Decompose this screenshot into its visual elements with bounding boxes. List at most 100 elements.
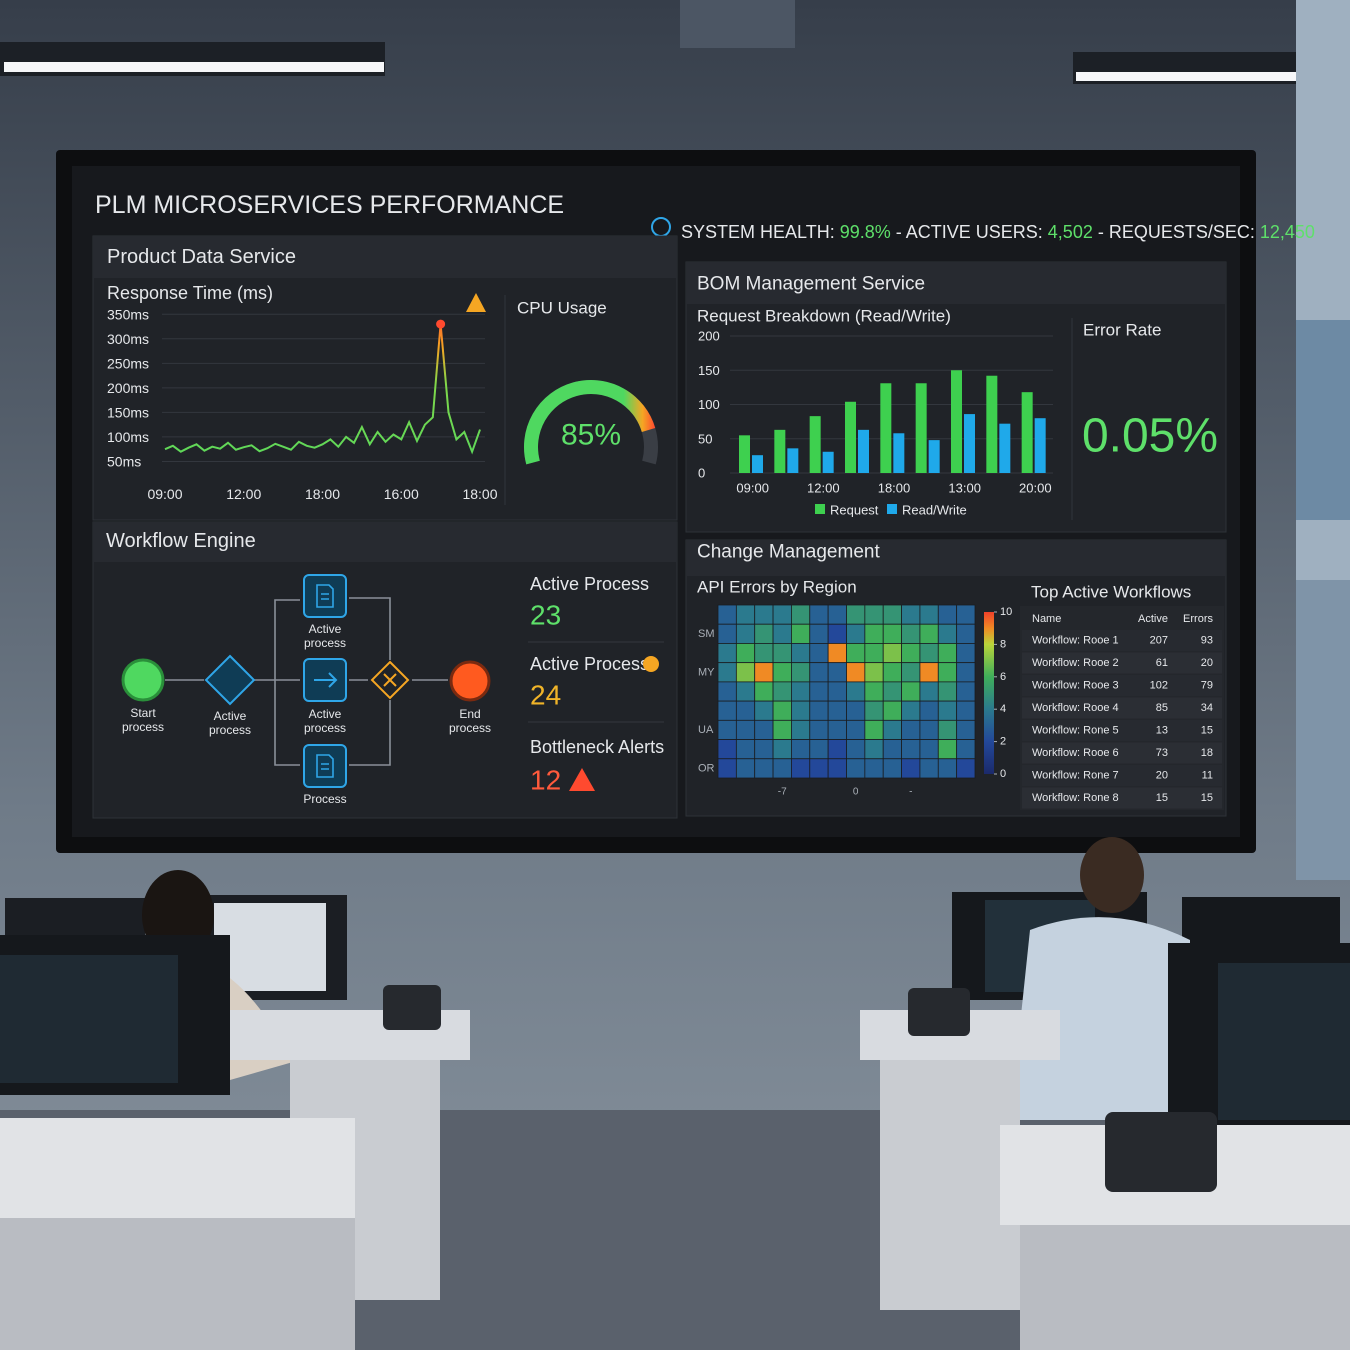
table-cell: Workflow: Rone 7 — [1032, 770, 1119, 782]
workflow-connectors — [165, 597, 448, 766]
window-pane — [1296, 320, 1350, 520]
heatmap-cell — [754, 623, 774, 644]
connector — [349, 597, 391, 766]
table-header: Name — [1032, 613, 1061, 625]
heatmap-cell — [882, 700, 902, 721]
heatmap-cell — [791, 681, 811, 702]
heatmap-cell — [717, 643, 737, 664]
heatmap-cell — [754, 758, 774, 779]
y-tick-label: 250ms — [107, 355, 149, 371]
heatmap-cell — [772, 623, 792, 644]
node-label: process — [122, 720, 164, 734]
x-tick-label: 0 — [853, 787, 859, 798]
table-cell: 20 — [1201, 657, 1213, 669]
heatmap-cell — [846, 719, 866, 740]
heatmap-cell — [735, 739, 756, 760]
heatmap-cell — [956, 643, 976, 664]
heatmap-cell — [809, 662, 829, 683]
peak-point — [436, 319, 446, 329]
heatmap-cell — [754, 643, 774, 664]
heatmap-cell — [864, 623, 884, 644]
desk — [0, 1118, 355, 1218]
heatmap-cell — [772, 719, 792, 740]
heatmap-cell — [864, 643, 884, 664]
alert-icon — [643, 656, 659, 672]
heatmap-cell — [717, 700, 737, 721]
colorbar — [984, 612, 994, 774]
task-node — [204, 654, 256, 706]
table-row — [1022, 697, 1222, 719]
desk-side — [1020, 1225, 1350, 1350]
bar — [809, 416, 821, 473]
heatmap-cell — [919, 643, 939, 664]
heatmap-cell — [864, 681, 884, 702]
heatmap-cell — [919, 681, 939, 702]
arrow-icon — [314, 672, 338, 688]
heatmap-cell — [937, 758, 958, 779]
heatmap-cell — [882, 681, 902, 702]
kpi-title: Error Rate — [1083, 321, 1161, 340]
x-tick-label: 18:00 — [878, 481, 911, 496]
monitor — [1182, 897, 1340, 947]
heatmap-cell — [791, 700, 811, 721]
task-node — [303, 574, 347, 618]
heatmap-cell — [846, 739, 866, 760]
stat-value: 12 — [530, 765, 561, 796]
node-label: Active — [309, 622, 342, 636]
heatmap-cell — [882, 604, 902, 625]
heatmap-cell — [791, 758, 811, 779]
heatmap-cell — [901, 662, 921, 683]
doc-icon — [316, 754, 334, 778]
heatmap-cell — [735, 758, 756, 779]
table-cell: Workflow: Rooe 6 — [1032, 747, 1119, 759]
panel-title: Product Data Service — [107, 246, 296, 268]
kpi-value: 0.05% — [1082, 410, 1218, 463]
node-label: process — [449, 721, 491, 735]
heatmap-cell — [882, 662, 902, 683]
x-tick-label: 12:00 — [226, 486, 261, 502]
table-cell: Workflow: Rone 8 — [1032, 792, 1119, 804]
table-cell: 13 — [1156, 725, 1168, 737]
panel-title: Workflow Engine — [106, 530, 256, 552]
panel — [92, 235, 678, 521]
heatmap-cell — [754, 739, 774, 760]
heatmap-cell — [956, 719, 976, 740]
legend-swatch — [887, 504, 897, 514]
node-label: End — [459, 707, 480, 721]
ceiling-vent — [680, 0, 795, 48]
heatmap-cell — [901, 643, 921, 664]
heatmap-cell — [937, 681, 958, 702]
heatmap-cell — [754, 662, 774, 683]
heatmap-cell — [882, 719, 902, 740]
node-label: process — [304, 636, 346, 650]
heatmap-cell — [901, 604, 921, 625]
heatmap-cell — [956, 700, 976, 721]
bar — [774, 429, 786, 473]
heatmap-cell — [864, 739, 884, 760]
x-tick-label: - — [909, 787, 912, 798]
dashboard-title: PLM MICROSERVICES PERFORMANCE — [95, 191, 564, 219]
bar — [845, 401, 856, 473]
y-tick-label: 150ms — [107, 404, 149, 420]
heatmap-cell — [919, 623, 939, 644]
person-hair — [1080, 837, 1144, 913]
panel-header — [686, 262, 1226, 304]
heatmap-cell — [827, 758, 847, 779]
table-row — [1022, 787, 1222, 809]
y-tick-label: 150 — [698, 363, 720, 378]
y-tick-label: 350ms — [107, 306, 149, 322]
table-cell: Workflow: Rooe 4 — [1032, 702, 1119, 714]
heatmap-cell — [717, 739, 737, 760]
heatmap-cell — [717, 758, 737, 779]
heatmap-cell — [882, 739, 902, 760]
office — [0, 837, 1350, 1350]
x-tick-label: 16:00 — [384, 486, 419, 502]
bar — [893, 433, 905, 473]
heatmap-cell — [827, 700, 847, 721]
phone — [1105, 1112, 1217, 1192]
heatmap-cell — [937, 643, 958, 664]
table-header: Errors — [1183, 613, 1213, 625]
stat-label: Bottleneck Alerts — [530, 737, 664, 757]
heatmap-cell — [827, 643, 847, 664]
